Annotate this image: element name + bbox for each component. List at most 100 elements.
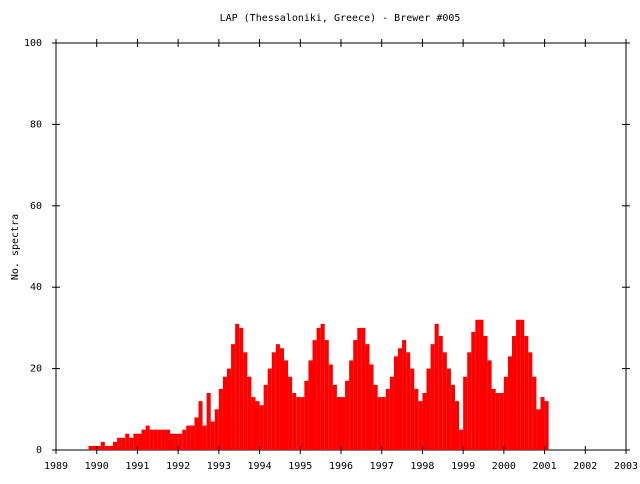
bar	[418, 401, 423, 450]
bar	[288, 376, 293, 450]
bar	[214, 409, 219, 450]
bar	[442, 352, 447, 450]
bar	[365, 344, 370, 450]
bar	[536, 409, 541, 450]
x-tick-label: 1990	[85, 461, 109, 472]
bar	[389, 376, 394, 450]
bar	[308, 360, 313, 450]
x-tick-label: 2001	[533, 461, 557, 472]
x-tick-label: 1989	[44, 461, 68, 472]
x-tick-label: 1996	[329, 461, 353, 472]
x-tick-label: 2003	[614, 461, 638, 472]
bar	[198, 401, 203, 450]
bar	[255, 401, 260, 450]
bar	[471, 331, 476, 450]
bar	[459, 429, 464, 450]
bar	[296, 397, 301, 450]
y-tick-label: 40	[30, 282, 42, 293]
bar	[446, 368, 451, 450]
x-tick-label: 2000	[492, 461, 516, 472]
y-tick-label: 80	[30, 119, 42, 130]
bar	[141, 429, 146, 450]
bar	[422, 393, 427, 450]
bar	[174, 433, 179, 450]
bar	[414, 388, 419, 450]
bar	[345, 380, 350, 450]
bar	[328, 364, 333, 450]
x-tick-label: 1991	[125, 461, 149, 472]
bar	[434, 323, 439, 450]
bar	[149, 429, 154, 450]
bar	[393, 356, 398, 450]
bar	[353, 340, 358, 450]
bar	[410, 368, 415, 450]
bar	[532, 376, 537, 450]
bar	[450, 384, 455, 450]
bar	[129, 437, 134, 450]
bar	[218, 388, 223, 450]
x-tick-label: 1995	[288, 461, 312, 472]
bar	[113, 441, 118, 450]
bar	[369, 364, 374, 450]
bar	[259, 405, 264, 450]
bar	[227, 368, 232, 450]
y-tick-label: 0	[36, 445, 42, 456]
bar	[312, 340, 317, 450]
bar	[463, 376, 468, 450]
bar	[284, 360, 289, 450]
bar	[528, 352, 533, 450]
bar	[455, 401, 460, 450]
bar	[507, 356, 512, 450]
y-tick-label: 60	[30, 201, 42, 212]
bar	[100, 441, 105, 450]
bar	[267, 368, 272, 450]
bar	[235, 323, 240, 450]
bar	[495, 393, 500, 450]
bar	[398, 348, 403, 450]
bar	[381, 397, 386, 450]
bar	[251, 397, 256, 450]
bar	[271, 352, 276, 450]
bar	[483, 336, 488, 450]
bar	[479, 319, 484, 450]
x-tick-label: 1998	[410, 461, 434, 472]
bar	[121, 437, 126, 450]
bar	[503, 376, 508, 450]
bar	[304, 380, 309, 450]
bar	[300, 397, 305, 450]
bar	[499, 393, 504, 450]
bar	[92, 445, 97, 450]
bar	[165, 429, 170, 450]
bar	[247, 376, 252, 450]
bar	[332, 384, 337, 450]
bar	[487, 360, 492, 450]
bar	[190, 425, 195, 450]
bar	[402, 340, 407, 450]
bar	[316, 327, 321, 450]
bar	[279, 348, 284, 450]
y-axis-label: No. spectra	[10, 214, 21, 280]
bar	[186, 425, 191, 450]
x-tick-label: 2002	[573, 461, 597, 472]
bar	[292, 393, 297, 450]
x-tick-label: 1992	[166, 461, 190, 472]
bar	[137, 433, 142, 450]
bar	[430, 344, 435, 450]
bar	[467, 352, 472, 450]
bar	[491, 388, 496, 450]
bar	[157, 429, 162, 450]
bar	[125, 433, 130, 450]
bar	[108, 445, 113, 450]
bar	[357, 327, 362, 450]
bar	[406, 352, 411, 450]
bar	[210, 421, 215, 450]
x-tick-label: 1999	[451, 461, 475, 472]
bar	[524, 336, 529, 450]
bar	[96, 445, 101, 450]
bar	[324, 340, 329, 450]
bar	[243, 352, 248, 450]
bar	[341, 397, 346, 450]
bar	[377, 397, 382, 450]
chart-title: LAP (Thessaloniki, Greece) - Brewer #005	[220, 13, 461, 24]
